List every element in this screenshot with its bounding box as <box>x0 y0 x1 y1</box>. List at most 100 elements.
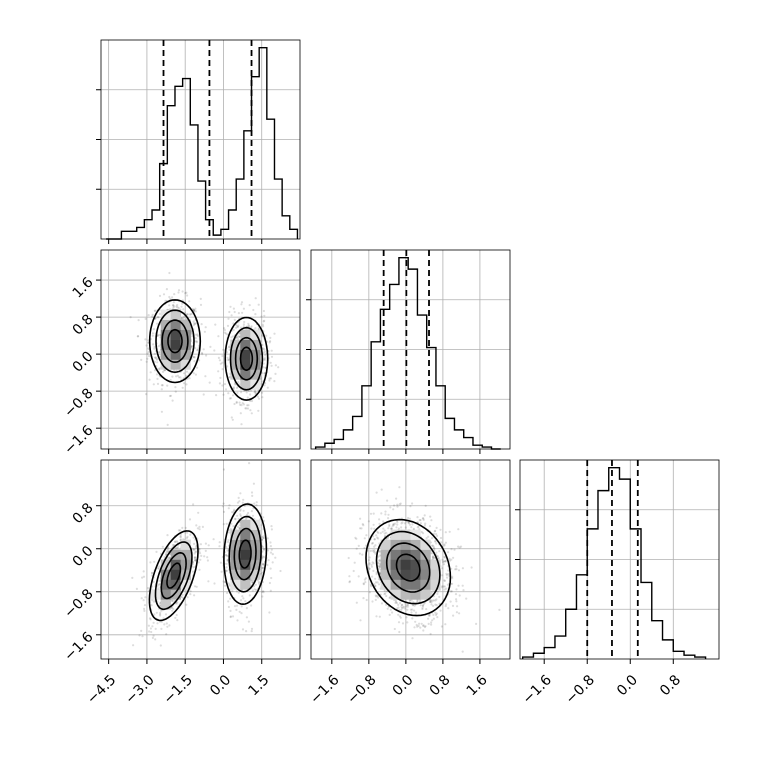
scatter-point <box>249 393 252 396</box>
scatter-point <box>401 603 404 607</box>
scatter-point <box>237 591 240 594</box>
scatter-point <box>156 333 159 336</box>
density-cell <box>170 309 181 320</box>
scatter-point <box>169 297 172 300</box>
scatter-point <box>153 309 156 312</box>
scatter-point <box>193 559 197 562</box>
scatter-point <box>431 619 434 622</box>
scatter-point <box>160 620 163 623</box>
scatter-point <box>237 312 240 315</box>
scatter-point <box>402 606 405 609</box>
scatter-point <box>245 616 248 619</box>
scatter-point <box>192 309 195 312</box>
scatter-point <box>411 608 414 611</box>
scatter-point <box>395 526 398 529</box>
scatter-point <box>194 310 197 313</box>
density-cell <box>250 329 261 340</box>
scatter-point <box>156 361 159 364</box>
x-tick-label: −0.8 <box>344 672 379 707</box>
scatter-point <box>144 317 147 320</box>
scatter-point <box>203 330 206 333</box>
scatter-point <box>444 541 447 544</box>
scatter-point <box>191 570 194 573</box>
density-cell <box>230 549 241 560</box>
scatter-point <box>197 561 200 564</box>
scatter-point <box>206 559 209 562</box>
scatter-point <box>226 540 229 544</box>
scatter-point <box>168 557 171 560</box>
scatter-point <box>171 606 174 609</box>
scatter-point <box>252 308 255 312</box>
density-cell <box>410 569 421 580</box>
scatter-point <box>225 546 228 549</box>
scatter-point <box>396 503 399 506</box>
panel-contents <box>101 250 300 449</box>
scatter-point <box>239 513 242 516</box>
scatter-point <box>261 323 264 326</box>
scatter-point <box>451 604 455 608</box>
scatter-point <box>419 522 422 525</box>
scatter-point <box>374 594 377 597</box>
x-tick-label: 0.8 <box>427 672 454 699</box>
scatter-point <box>445 572 448 575</box>
scatter-point <box>194 340 197 343</box>
scatter-point <box>225 562 228 566</box>
density-contour <box>160 551 187 600</box>
density-cell <box>390 549 401 560</box>
scatter-point <box>226 591 229 595</box>
scatter-point <box>498 608 501 612</box>
scatter-point <box>421 607 424 611</box>
scatter-point <box>143 609 146 613</box>
scatter-point <box>430 552 434 555</box>
scatter-point <box>430 603 433 606</box>
scatter-point <box>221 354 224 358</box>
scatter-point <box>432 555 435 558</box>
density-cell <box>250 369 261 380</box>
scatter-point <box>408 599 411 602</box>
scatter-point <box>236 619 239 622</box>
scatter-point <box>171 304 175 307</box>
scatter-point <box>151 332 154 335</box>
density-cell <box>240 539 251 550</box>
scatter-point <box>226 324 230 327</box>
density-cell <box>170 359 181 370</box>
scatter-point <box>149 618 152 621</box>
scatter-point <box>270 525 273 528</box>
scatter-point <box>195 340 198 343</box>
scatter-point <box>153 613 156 616</box>
scatter-point <box>146 352 149 355</box>
scatter-point <box>384 534 387 538</box>
scatter-point <box>416 625 419 628</box>
scatter-point <box>457 569 461 572</box>
scatter-point <box>186 596 189 599</box>
panel-contents <box>311 460 510 659</box>
scatter-point <box>155 373 159 376</box>
scatter-point <box>176 306 179 309</box>
scatter-point <box>448 557 451 560</box>
scatter-point <box>245 607 248 610</box>
scatter-point <box>449 590 452 593</box>
scatter-point <box>186 531 189 534</box>
scatter-point <box>377 562 380 565</box>
scatter-point <box>154 356 157 359</box>
density-contour <box>161 319 189 364</box>
density-panel-p1-p2 <box>306 459 511 664</box>
scatter-point <box>263 350 266 353</box>
scatter-point <box>397 606 400 609</box>
scatter-point <box>362 597 365 600</box>
scatter-point <box>255 504 258 507</box>
scatter-point <box>424 625 427 628</box>
scatter-point <box>142 575 146 578</box>
scatter-point <box>152 328 155 331</box>
scatter-point <box>186 535 189 539</box>
scatter-point <box>376 594 379 598</box>
scatter-point <box>398 503 401 506</box>
scatter-point <box>145 360 148 363</box>
scatter-point <box>223 327 226 330</box>
scatter-point <box>179 376 182 379</box>
density-cell <box>230 529 241 540</box>
scatter-point <box>151 334 154 337</box>
scatter-point <box>261 335 264 338</box>
scatter-point <box>225 554 228 557</box>
scatter-point <box>175 540 178 543</box>
